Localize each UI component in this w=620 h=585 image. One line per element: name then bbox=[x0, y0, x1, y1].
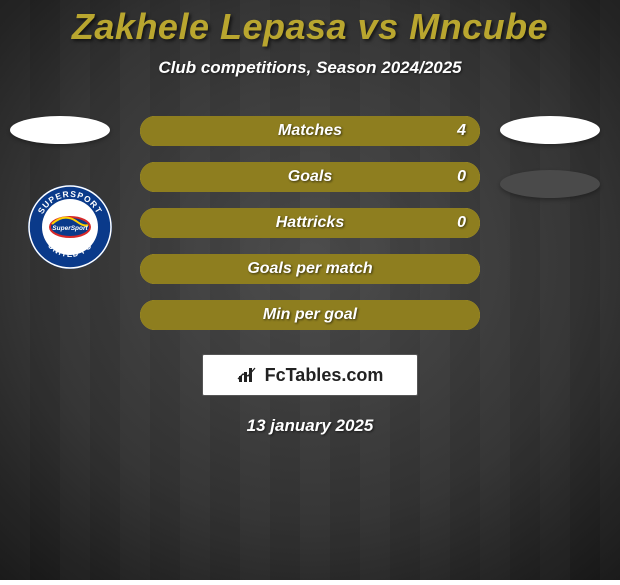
player-marker-right bbox=[500, 116, 600, 144]
brand-text: FcTables.com bbox=[265, 365, 384, 386]
bar-chart-icon bbox=[237, 366, 259, 384]
stat-row: Hattricks 0 bbox=[140, 208, 480, 238]
date-text: 13 january 2025 bbox=[0, 416, 620, 436]
stat-value-right: 4 bbox=[457, 122, 466, 140]
stat-label: Min per goal bbox=[263, 306, 357, 324]
stat-label: Hattricks bbox=[276, 214, 344, 232]
player-marker-right bbox=[500, 170, 600, 198]
comparison-area: SUPERSPORT UNITED FC SuperSport Matches 4… bbox=[0, 116, 620, 330]
stat-row: Min per goal bbox=[140, 300, 480, 330]
stat-value-right: 0 bbox=[457, 214, 466, 232]
stat-label: Goals per match bbox=[247, 260, 372, 278]
subtitle: Club competitions, Season 2024/2025 bbox=[0, 58, 620, 78]
stat-row: Matches 4 bbox=[140, 116, 480, 146]
stat-row: Goals 0 bbox=[140, 162, 480, 192]
stat-label: Matches bbox=[278, 122, 342, 140]
brand-box: FcTables.com bbox=[202, 354, 418, 396]
player-marker-left bbox=[10, 116, 110, 144]
stat-row: Goals per match bbox=[140, 254, 480, 284]
stat-value-right: 0 bbox=[457, 168, 466, 186]
svg-text:SuperSport: SuperSport bbox=[52, 225, 88, 232]
stat-label: Goals bbox=[288, 168, 332, 186]
page-title: Zakhele Lepasa vs Mncube bbox=[0, 0, 620, 48]
club-badge-left: SUPERSPORT UNITED FC SuperSport bbox=[27, 184, 113, 270]
stat-rows: Matches 4 Goals 0 Hattricks 0 Goals per match M… bbox=[140, 116, 480, 330]
